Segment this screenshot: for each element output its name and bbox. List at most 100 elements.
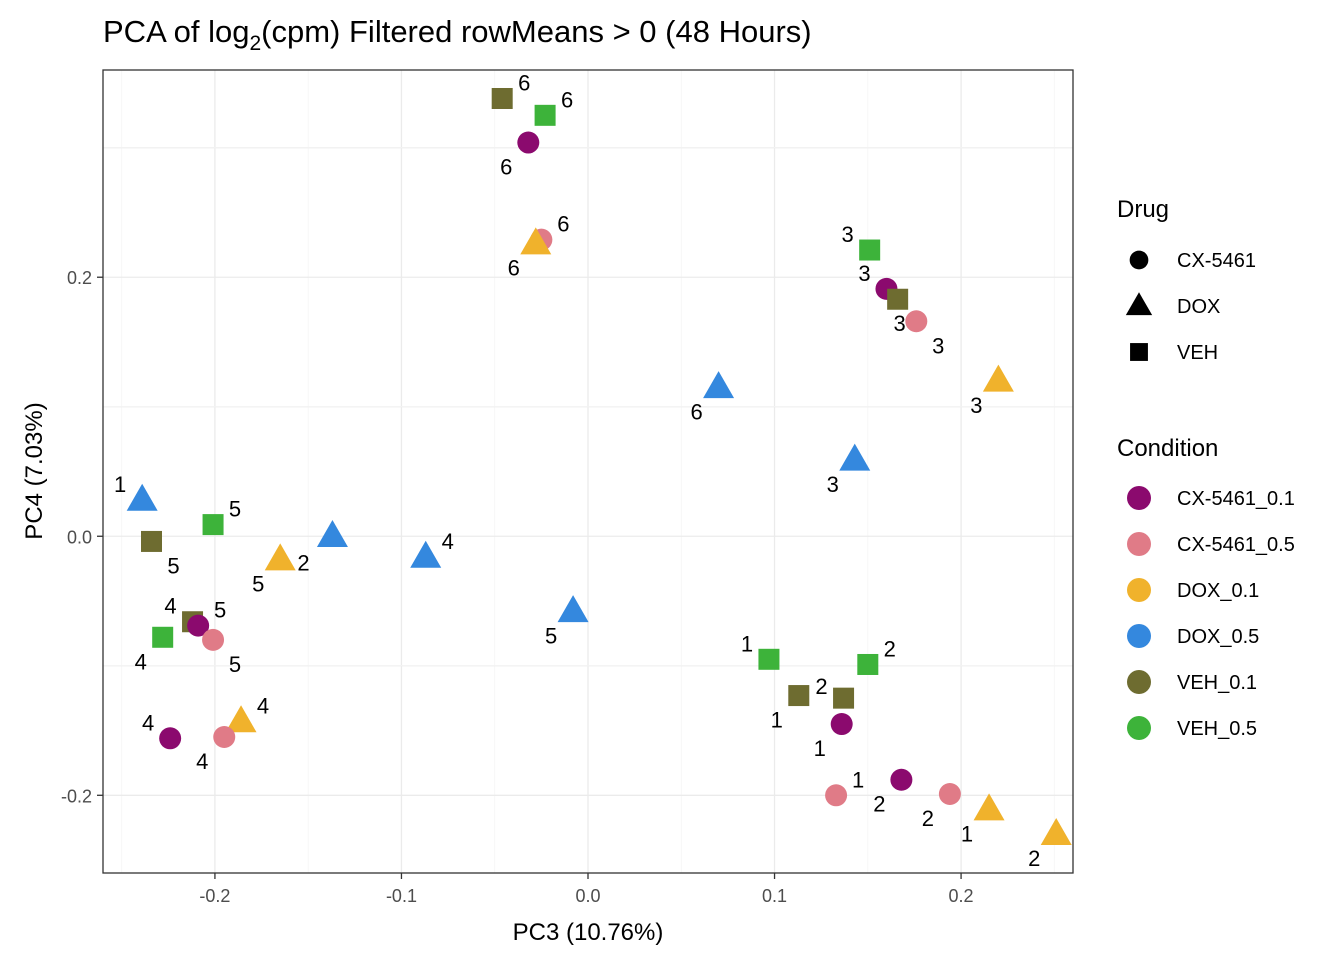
point-label: 4 [142,710,154,735]
point-triangle-dox-0-5 [410,540,442,568]
legend-condition-key [1127,716,1151,740]
point-square-veh-0-5 [152,626,174,648]
point-label: 4 [135,649,147,674]
point-triangle-dox-0-1 [1040,817,1072,845]
point-circle-cx-5461-0-5 [202,628,225,651]
point-label: 4 [257,693,269,718]
x-axis: -0.2 -0.1 0.0 0.1 0.2 [199,873,974,906]
point-label: 1 [814,736,826,761]
point-label: 4 [442,529,454,554]
point-label: 3 [932,333,944,358]
x-tick-label: 0.1 [762,886,787,906]
point-circle-cx-5461-0-1 [517,131,540,154]
x-axis-title: PC3 (10.76%) [513,919,664,946]
point-label: 3 [970,393,982,418]
y-axis-title: PC4 (7.03%) [21,402,48,539]
point-label: 2 [815,674,827,699]
point-square-veh-0-5 [758,648,780,670]
y-tick-label: 0.0 [67,527,92,547]
legend-condition-label: VEH_0.5 [1177,718,1257,740]
point-square-veh-0-5 [857,653,879,675]
chart-title: PCA of log2(cpm) Filtered rowMeans > 0 (… [103,14,812,55]
legend-condition-key [1127,578,1151,602]
point-square-veh-0-1 [887,288,909,310]
x-tick-label: -0.2 [199,886,230,906]
point-label: 3 [842,222,854,247]
chart-title-prefix: PCA of log [103,14,249,49]
legend-condition-key [1127,486,1151,510]
point-label: 6 [500,155,512,180]
legend-drug: Drug CX-5461 DOX VEH [1117,196,1256,364]
point-label: 6 [561,87,573,112]
point-label: 6 [508,256,520,281]
point-label: 6 [690,399,702,424]
point-circle-cx-5461-0-5 [938,782,961,805]
legend-condition: Condition CX-5461_0.1 CX-5461_0.5 DOX_0.1 D… [1117,435,1295,740]
legend-condition-label: DOX_0.5 [1177,626,1259,648]
chart-title-suffix: (cpm) Filtered rowMeans > 0 (48 Hours) [261,14,811,49]
point-label: 4 [164,594,176,619]
x-tick-label: 0.2 [949,886,974,906]
point-label: 5 [214,598,226,623]
x-tick-label: -0.1 [386,886,417,906]
legend-triangle-key [1125,292,1153,316]
legend-condition-label: VEH_0.1 [1177,672,1257,694]
point-square-veh-0-5 [534,104,556,126]
point-label: 2 [922,806,934,831]
legend-drug-label: DOX [1177,296,1220,318]
legend-condition-key [1127,624,1151,648]
point-circle-cx-5461-0-1 [159,727,182,750]
point-triangle-dox-0-1 [973,793,1005,821]
y-tick-label: 0.2 [67,268,92,288]
legend-condition-key [1127,670,1151,694]
legend-condition-label: DOX_0.1 [1177,580,1259,602]
point-circle-cx-5461-0-1 [890,768,913,791]
point-triangle-dox-0-5 [703,371,735,399]
point-label: 5 [229,652,241,677]
data-points [126,87,1072,845]
legend-condition-key [1127,532,1151,556]
point-circle-cx-5461-0-1 [830,713,853,736]
point-label: 3 [827,472,839,497]
point-label: 3 [894,311,906,336]
point-circle-cx-5461-0-1 [187,614,210,637]
point-square-veh-0-1 [491,87,513,109]
point-label: 2 [884,636,896,661]
point-label: 5 [229,497,241,522]
point-triangle-dox-0-5 [316,520,348,548]
point-triangle-dox-0-1 [982,364,1014,392]
y-axis: -0.2 0.0 0.2 [61,268,103,806]
chart-title-subscript: 2 [249,32,261,55]
x-tick-label: 0.0 [575,886,600,906]
point-label: 4 [196,749,208,774]
legend-drug-label: CX-5461 [1177,250,1256,272]
point-label: 2 [1028,846,1040,871]
point-label: 1 [771,708,783,733]
point-label: 1 [114,472,126,497]
legend-condition-title: Condition [1117,435,1218,462]
point-circle-cx-5461-0-5 [213,726,236,749]
point-label: 6 [518,70,530,95]
legend-drug-title: Drug [1117,196,1169,223]
point-square-veh-0-1 [833,687,855,709]
point-label: 5 [545,623,557,648]
grid-lines [103,70,1073,873]
legend-drug-label: VEH [1177,342,1218,364]
legend-square-key [1130,343,1148,361]
point-label: 1 [852,767,864,792]
point-label: 3 [858,261,870,286]
point-label: 1 [741,631,753,656]
point-label: 5 [252,572,264,597]
point-circle-cx-5461-0-5 [825,784,848,807]
point-label: 2 [873,792,885,817]
point-triangle-dox-0-1 [264,543,296,571]
point-label: 2 [297,550,309,575]
point-circle-cx-5461-0-5 [905,310,928,333]
point-square-veh-0-1 [141,530,162,552]
point-label: 6 [557,212,569,237]
y-tick-label: -0.2 [61,786,92,806]
point-label: 5 [167,553,179,578]
legend-condition-label: CX-5461_0.1 [1177,488,1295,510]
